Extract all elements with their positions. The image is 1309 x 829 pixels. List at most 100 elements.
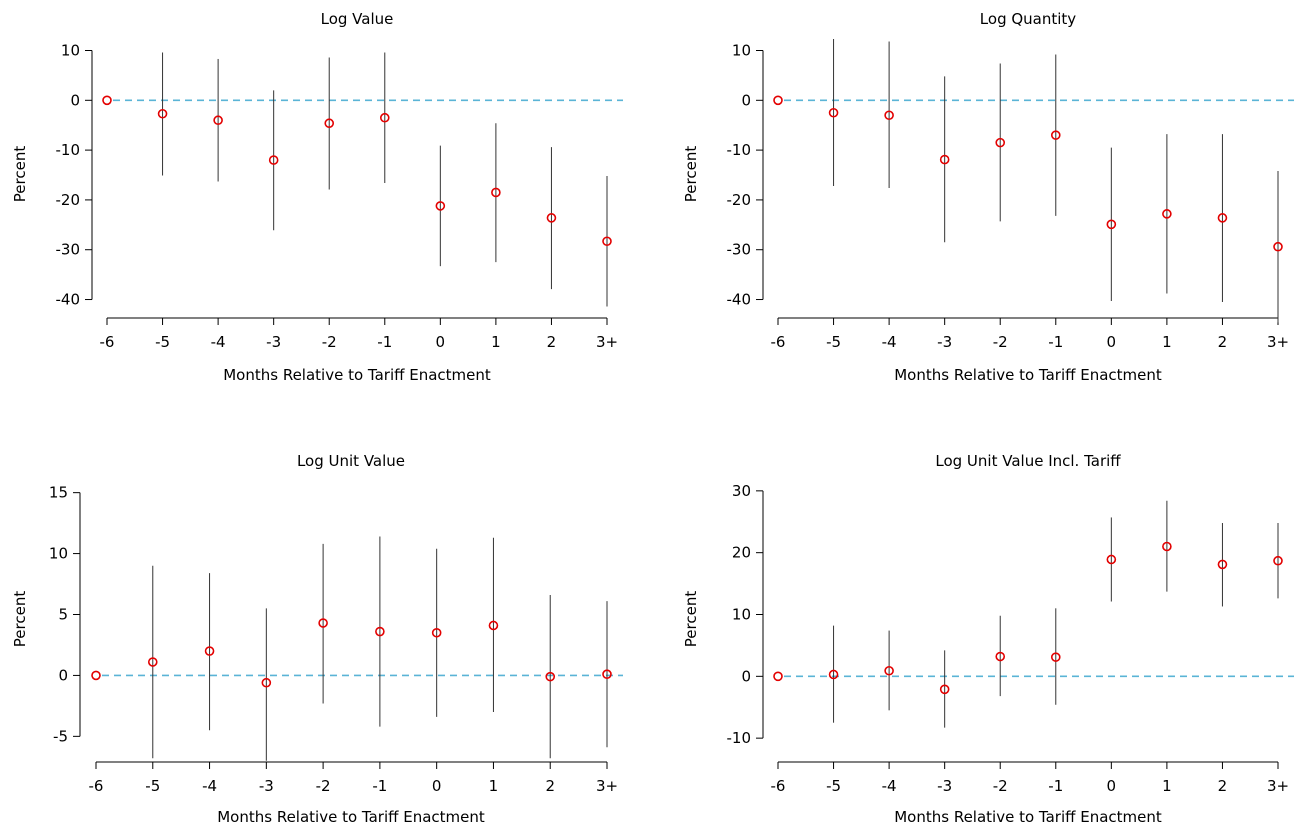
point-estimate	[773, 671, 783, 682]
point-estimate	[379, 112, 390, 123]
point-estimate	[602, 669, 612, 680]
x-tick-label: 1	[1162, 333, 1172, 351]
y-tick-label: 10	[732, 606, 751, 624]
x-tick-label: -2	[322, 333, 337, 351]
y-tick-label: 10	[732, 41, 751, 59]
point-estimate	[995, 137, 1006, 148]
panel-log-quantity: Log Quantity Percent Months Relative to …	[682, 10, 1294, 384]
y-tick-label: 0	[58, 666, 68, 684]
point-estimate	[261, 677, 272, 688]
x-axis-label: Months Relative to Tariff Enactment	[894, 808, 1162, 826]
point-estimate	[213, 115, 223, 126]
x-tick-label: -4	[882, 777, 897, 795]
y-tick-label: 15	[49, 484, 68, 502]
x-tick-label: -1	[1048, 777, 1063, 795]
x-tick-label: -1	[377, 333, 392, 351]
x-axis-label: Months Relative to Tariff Enactment	[217, 808, 485, 826]
point-estimate	[491, 187, 501, 198]
x-tick-label: 2	[1218, 777, 1228, 795]
x-tick-label: 0	[1107, 777, 1117, 795]
x-tick-label: 3+	[596, 777, 618, 795]
plot-area: 100-10-20-30-40-6 -5 -4 -3 -2 -1 0 1 2 3+	[727, 39, 1294, 351]
x-tick-label: -1	[1048, 333, 1063, 351]
point-estimate	[157, 108, 168, 119]
y-tick-label: 20	[732, 544, 751, 562]
x-tick-label: -5	[826, 333, 841, 351]
y-tick-label: -20	[56, 191, 81, 209]
point-estimate	[1050, 130, 1061, 140]
x-tick-label: 3+	[596, 333, 618, 351]
panel-title: Log Value	[321, 10, 394, 28]
point-estimate	[488, 620, 499, 631]
x-tick-label: -4	[202, 777, 217, 795]
x-tick-label: 1	[489, 777, 499, 795]
y-tick-label: 0	[70, 91, 80, 109]
x-tick-label: 2	[545, 777, 555, 795]
x-tick-label: -5	[826, 777, 841, 795]
x-tick-label: -2	[993, 333, 1008, 351]
point-estimate	[1106, 219, 1117, 230]
y-tick-label: 10	[49, 545, 68, 563]
panel-title: Log Quantity	[980, 10, 1077, 28]
point-estimate	[431, 627, 442, 638]
point-estimate	[545, 671, 556, 682]
y-tick-label: -30	[727, 241, 752, 259]
x-tick-label: 3+	[1267, 333, 1289, 351]
x-axis-label: Months Relative to Tariff Enactment	[223, 366, 491, 384]
point-estimate	[1050, 652, 1061, 662]
point-estimate	[147, 657, 158, 667]
point-estimate	[828, 669, 839, 680]
x-tick-label: -3	[266, 333, 281, 351]
point-estimate	[435, 201, 446, 211]
point-estimate	[1162, 209, 1172, 219]
panel-log-unit-value: Log Unit Value Percent Months Relative t…	[11, 452, 623, 826]
x-tick-label: -4	[882, 333, 897, 351]
y-tick-label: -20	[727, 191, 752, 209]
point-estimate	[1217, 559, 1228, 570]
y-axis-label: Percent	[11, 146, 29, 203]
point-estimate	[939, 684, 950, 695]
y-tick-label: 0	[741, 667, 751, 685]
x-tick-label: 0	[1107, 333, 1117, 351]
x-tick-label: -4	[211, 333, 226, 351]
point-estimate	[204, 646, 215, 656]
y-axis-label: Percent	[11, 591, 29, 648]
x-tick-label: -3	[937, 333, 952, 351]
point-estimate	[318, 618, 328, 628]
y-tick-label: 5	[58, 606, 68, 624]
y-tick-label: -10	[727, 729, 752, 747]
x-tick-label: -5	[155, 333, 170, 351]
panel-title: Log Unit Value	[297, 452, 405, 470]
x-tick-label: -6	[771, 777, 786, 795]
point-estimate	[1217, 213, 1228, 223]
point-estimate	[102, 95, 112, 106]
x-tick-label: 1	[1162, 777, 1172, 795]
y-tick-label: -5	[53, 727, 68, 745]
x-tick-label: 0	[436, 333, 446, 351]
x-tick-label: 2	[1218, 333, 1228, 351]
y-tick-label: -40	[727, 291, 752, 309]
point-estimate	[773, 95, 783, 106]
x-tick-label: 3+	[1267, 777, 1289, 795]
x-tick-label: -2	[993, 777, 1008, 795]
panel-log-unit-value-incl-tariff: Log Unit Value Incl. Tariff Percent Mont…	[682, 452, 1294, 826]
point-estimate	[268, 155, 279, 165]
panel-title: Log Unit Value Incl. Tariff	[935, 452, 1121, 470]
y-tick-label: -40	[56, 291, 81, 309]
x-tick-label: -6	[100, 333, 115, 351]
point-estimate	[939, 154, 950, 165]
y-tick-label: 30	[732, 482, 751, 500]
point-estimate	[884, 110, 894, 121]
y-axis-label: Percent	[682, 591, 700, 648]
y-tick-label: 0	[741, 91, 751, 109]
point-estimate	[1273, 241, 1283, 252]
point-estimate	[91, 670, 101, 681]
x-tick-label: 1	[491, 333, 501, 351]
plot-area: 15 10 5 0 -5 -6 -5 -4 -3 -2 -1 0 1 2 3+	[49, 484, 623, 795]
x-tick-label: -5	[145, 777, 160, 795]
x-tick-label: -1	[372, 777, 387, 795]
point-estimate	[828, 107, 839, 118]
y-axis-label: Percent	[682, 146, 700, 203]
